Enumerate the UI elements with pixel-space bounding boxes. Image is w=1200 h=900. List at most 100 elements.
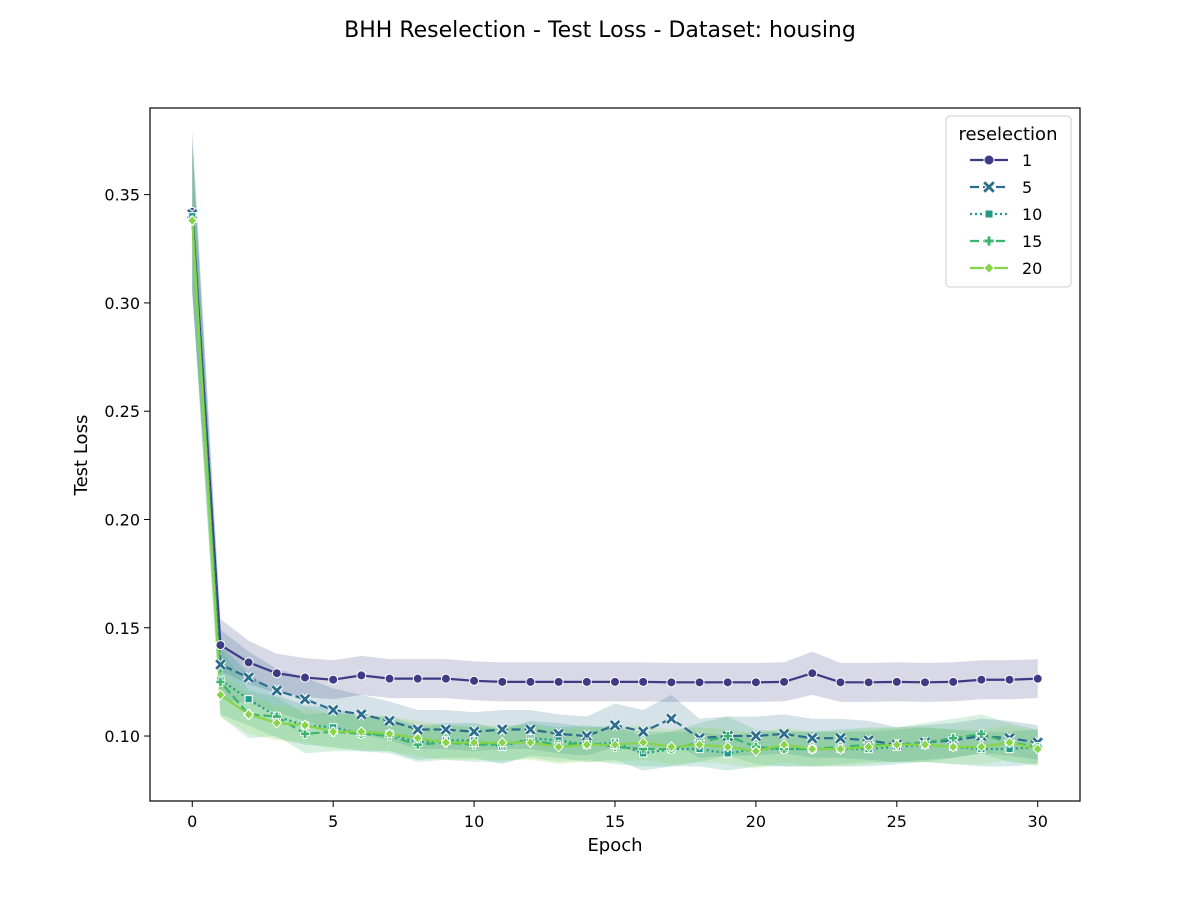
marker-stroke [271, 685, 283, 696]
data-point-5 [496, 723, 509, 736]
data-point-1 [384, 673, 395, 684]
chart-title: BHH Reselection - Test Loss - Dataset: h… [344, 18, 856, 43]
data-point-20 [976, 741, 987, 753]
data-point-15 [722, 731, 733, 741]
data-point-1 [243, 657, 254, 668]
marker-stroke [525, 724, 536, 735]
data-point-1 [300, 672, 310, 683]
confidence-band-10 [192, 142, 1038, 771]
marker-stroke [609, 719, 621, 731]
data-point-1 [356, 670, 367, 681]
data-point-1 [1004, 674, 1015, 685]
marker-stroke [497, 724, 508, 735]
marker-stroke [468, 726, 480, 737]
y-tick-label: 0.35 [104, 186, 140, 205]
legend-item-20: 20 [970, 259, 1042, 278]
data-point-1 [920, 677, 930, 688]
x-tick-label: 30 [1028, 812, 1048, 831]
legend-label: 5 [1022, 178, 1032, 197]
data-point-15 [948, 733, 959, 744]
legend-item-1: 1 [970, 151, 1032, 170]
data-point-1 [610, 676, 620, 687]
confidence-band-15 [192, 146, 1038, 767]
data-point-20 [1032, 743, 1043, 755]
data-point-1 [891, 676, 902, 687]
data-point-5 [327, 704, 340, 717]
data-point-1 [215, 640, 226, 651]
legend-title: reselection [959, 124, 1058, 145]
legend-item-5: 5 [970, 178, 1032, 197]
data-point-5 [665, 712, 678, 725]
data-point-10 [244, 695, 253, 704]
data-point-5 [524, 723, 537, 736]
x-tick-label: 5 [328, 812, 338, 831]
data-point-20 [271, 717, 282, 729]
y-axis-label: Test Loss [71, 415, 92, 497]
data-point-1 [722, 677, 733, 688]
data-point-20 [807, 743, 818, 755]
data-point-1 [1032, 673, 1043, 684]
x-tick-label: 0 [187, 812, 197, 831]
marker-stroke [666, 713, 677, 724]
data-point-1 [835, 677, 846, 688]
data-point-1 [976, 674, 987, 685]
marker-stroke [299, 693, 311, 705]
data-point-15 [976, 728, 987, 739]
marker-stroke [835, 732, 846, 744]
marker-stroke [807, 732, 818, 744]
data-point-1 [440, 673, 451, 684]
marker-stroke [750, 730, 762, 742]
data-point-1 [525, 676, 536, 687]
data-point-5 [806, 732, 819, 745]
data-point-1 [412, 673, 423, 684]
data-point-1 [807, 668, 818, 679]
data-point-5 [580, 729, 593, 743]
data-point-5 [355, 708, 368, 721]
data-point-5 [608, 719, 622, 732]
data-point-5 [242, 671, 255, 684]
y-tick-label: 0.10 [104, 727, 140, 746]
data-point-20 [468, 736, 480, 749]
data-point-20 [243, 708, 254, 721]
marker-stroke [327, 704, 339, 716]
data-point-1 [271, 668, 282, 679]
data-point-20 [750, 745, 762, 757]
legend-marker [982, 180, 996, 194]
legend-marker [983, 235, 995, 247]
data-point-20 [384, 728, 395, 740]
data-point-1 [779, 676, 790, 687]
data-point-5 [411, 723, 424, 736]
legend-marker [983, 154, 995, 166]
x-tick-label: 15 [605, 812, 625, 831]
data-point-20 [666, 741, 677, 753]
x-tick-label: 20 [746, 812, 766, 831]
legend-marker [983, 261, 995, 275]
marker-stroke [356, 709, 367, 720]
marker-stroke [581, 730, 593, 742]
series-line-1 [191, 211, 1038, 684]
y-axis: 0.10 0.15 0.20 0.25 0.30 0.35 [104, 186, 150, 746]
data-point-20 [919, 739, 931, 751]
data-point-20 [187, 214, 198, 227]
legend-label: 10 [1022, 205, 1042, 224]
marker-stroke [243, 672, 254, 683]
data-point-20 [525, 736, 536, 749]
data-point-20 [328, 726, 339, 738]
y-tick-label: 0.25 [104, 402, 140, 421]
data-point-1 [750, 677, 761, 688]
data-point-20 [722, 741, 733, 753]
data-point-5 [637, 725, 650, 738]
legend-item-10: 10 [970, 205, 1042, 224]
data-point-20 [299, 719, 311, 731]
x-axis: 0 5 10 15 20 25 30 [187, 801, 1048, 831]
data-point-20 [835, 743, 846, 755]
marker-stroke [412, 724, 423, 735]
legend-marker [984, 209, 994, 219]
data-point-20 [948, 741, 959, 753]
data-point-20 [609, 739, 621, 751]
marker-stroke [440, 724, 452, 735]
data-point-20 [215, 689, 226, 701]
data-point-5 [270, 684, 283, 697]
y-tick-label: 0.20 [104, 510, 140, 529]
